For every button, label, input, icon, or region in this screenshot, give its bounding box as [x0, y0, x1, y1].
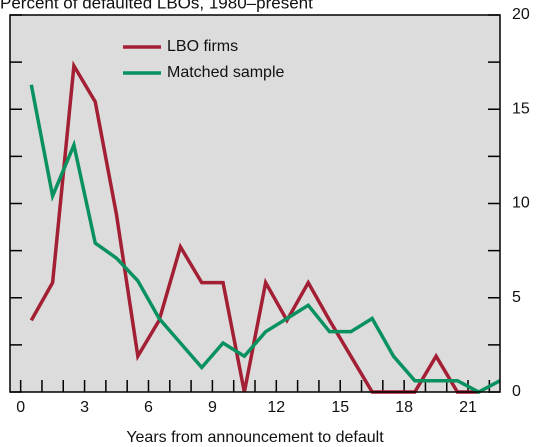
y-tick-label: 0: [512, 383, 521, 400]
x-tick-label: 21: [459, 399, 477, 416]
y-tick-label: 20: [512, 6, 530, 23]
x-tick-label: 12: [267, 399, 285, 416]
y-tick-label: 10: [512, 195, 530, 212]
legend-label: LBO firms: [167, 38, 238, 55]
x-axis-label: Years from announcement to default: [126, 429, 384, 446]
x-tick-label: 3: [80, 399, 89, 416]
chart-title: Percent of defaulted LBOs, 1980–present: [0, 0, 313, 12]
x-tick-label: 9: [208, 399, 217, 416]
y-tick-label: 15: [512, 100, 530, 117]
x-tick-label: 0: [16, 399, 25, 416]
series-line: [29, 84, 501, 394]
x-tick-label: 15: [331, 399, 349, 416]
plot-frame: [9, 14, 501, 393]
y-tick-label: 5: [512, 289, 521, 306]
x-tick-label: 6: [144, 399, 153, 416]
legend-label: Matched sample: [167, 64, 284, 81]
x-tick-label: 18: [395, 399, 413, 416]
